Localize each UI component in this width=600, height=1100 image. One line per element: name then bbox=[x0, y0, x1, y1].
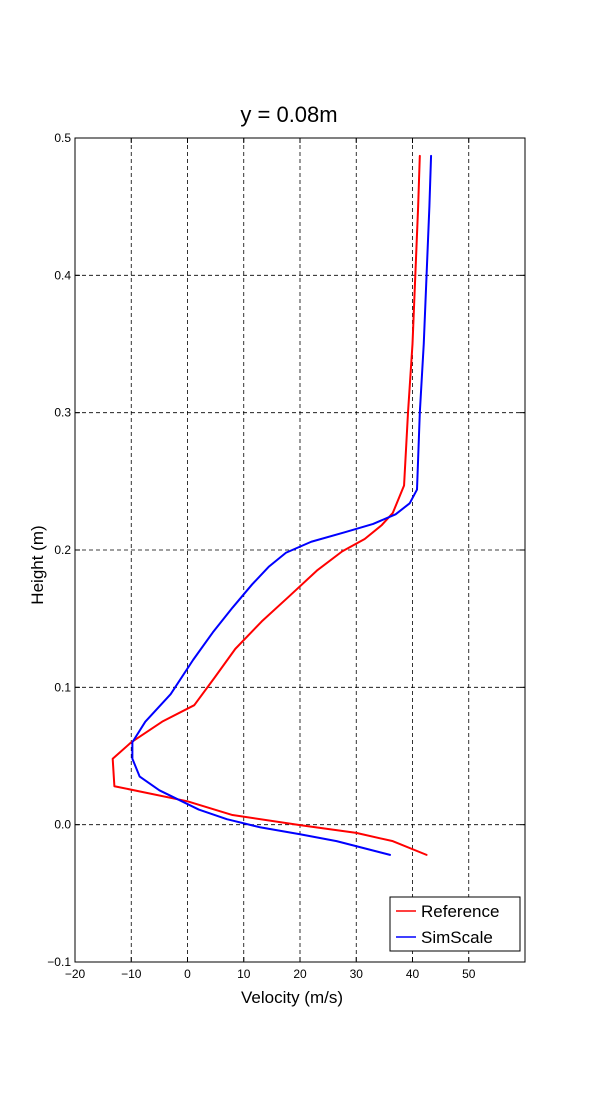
y-tick-label: −0.1 bbox=[47, 955, 71, 969]
x-tick-label: 50 bbox=[462, 967, 476, 981]
legend-label-reference: Reference bbox=[421, 902, 499, 921]
y-axis-label: Height (m) bbox=[28, 525, 47, 604]
y-tick-label: 0.1 bbox=[54, 680, 71, 694]
x-tick-label: −10 bbox=[121, 967, 142, 981]
legend-box bbox=[389, 896, 521, 952]
series-line-simscale bbox=[131, 154, 433, 856]
x-axis-label: Velocity (m/s) bbox=[241, 988, 343, 1007]
x-tick-label: 20 bbox=[293, 967, 307, 981]
series-lines bbox=[111, 154, 433, 856]
y-tick-label: 0.0 bbox=[54, 818, 71, 832]
legend-label-simscale: SimScale bbox=[421, 928, 493, 947]
legend: Reference SimScale bbox=[389, 896, 521, 952]
y-tick-label: 0.2 bbox=[54, 543, 71, 557]
axis-ticks: −20 −10 0 10 20 30 40 50 −0.1 0.0 0.1 0.2 0.3 0.4 0.5 bbox=[47, 131, 525, 981]
x-tick-label: 40 bbox=[406, 967, 420, 981]
y-tick-label: 0.3 bbox=[54, 406, 71, 420]
y-tick-label: 0.5 bbox=[54, 131, 71, 145]
x-tick-label: 30 bbox=[350, 967, 364, 981]
x-tick-label: 0 bbox=[184, 967, 191, 981]
x-tick-label: 10 bbox=[237, 967, 251, 981]
chart-title: y = 0.08m bbox=[240, 102, 337, 127]
series-line-reference bbox=[111, 154, 428, 856]
grid-lines bbox=[75, 138, 525, 962]
x-tick-label: −20 bbox=[65, 967, 86, 981]
y-tick-label: 0.4 bbox=[54, 268, 71, 282]
